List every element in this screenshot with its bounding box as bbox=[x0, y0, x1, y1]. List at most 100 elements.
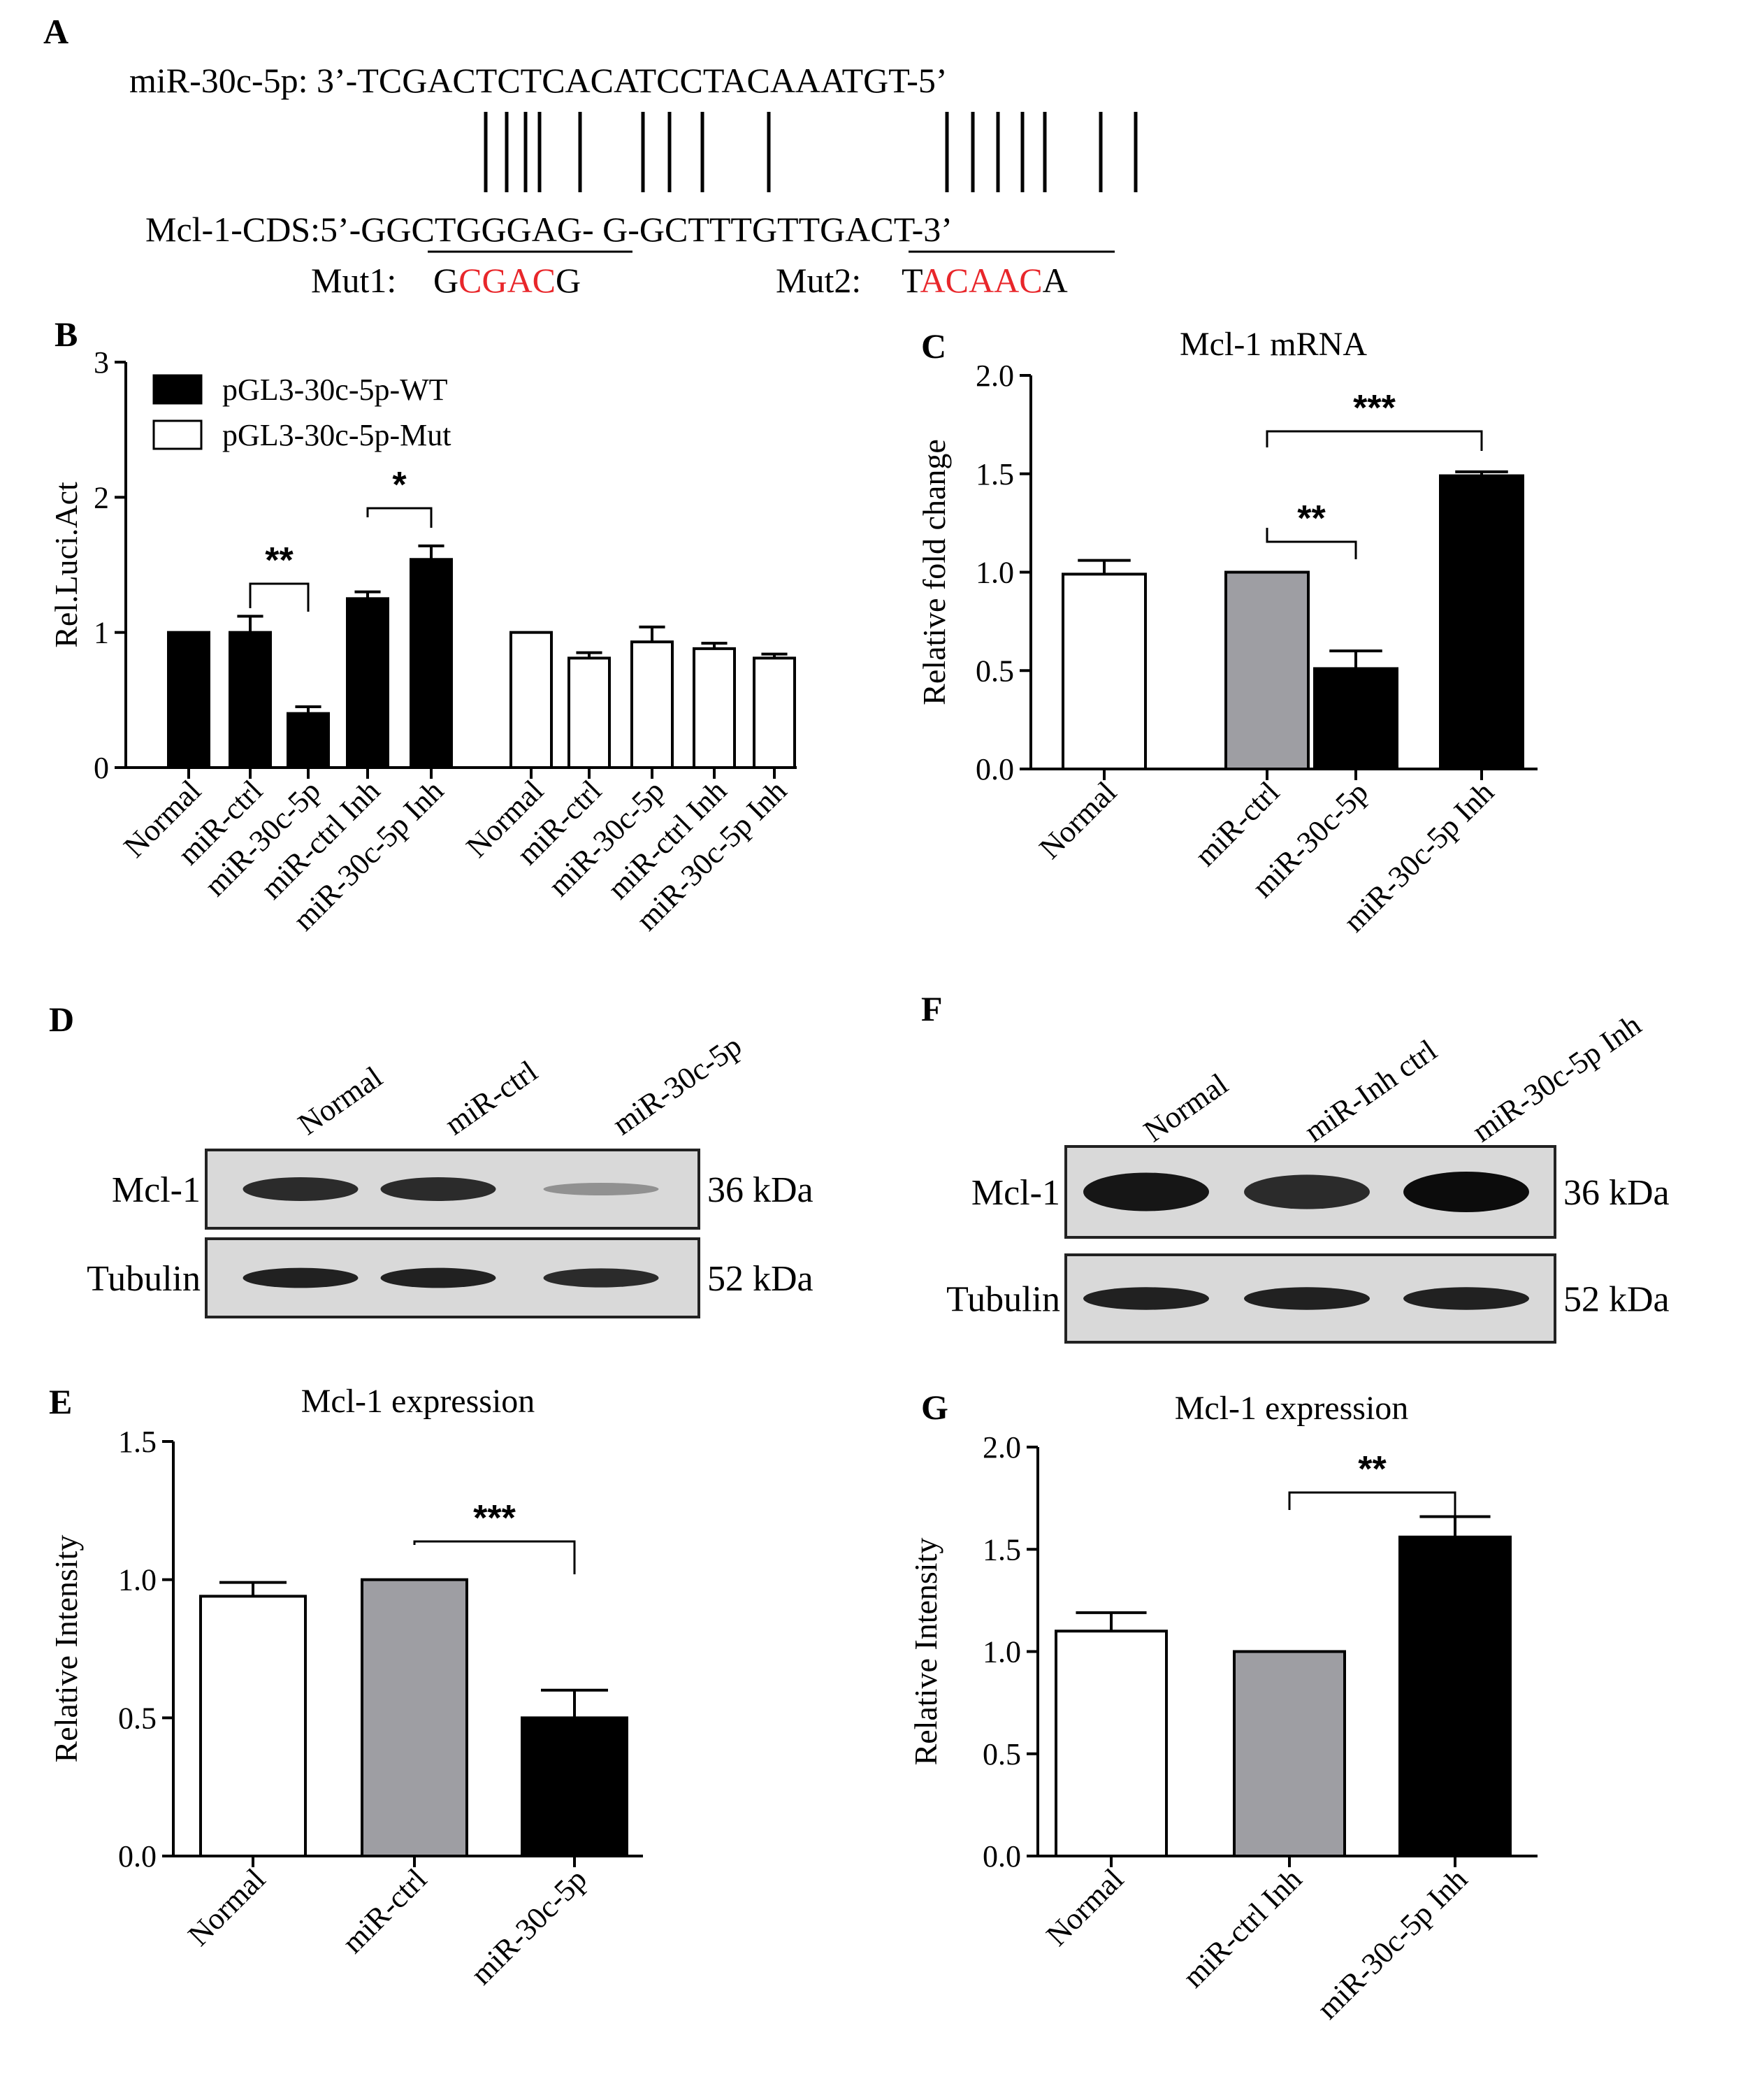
y-tick-label: 1.0 bbox=[983, 1635, 1021, 1669]
lane-label-mir-30c-5p: miR-30c-5p bbox=[607, 1028, 748, 1142]
significance-bracket bbox=[1288, 1491, 1456, 1523]
bar-mir-ctrl bbox=[567, 656, 611, 770]
chart-b: 0123Rel.Luci.ActNormalmiR-ctrlmiR-30c-5p… bbox=[48, 345, 797, 937]
significance-label: ** bbox=[265, 540, 294, 581]
y-tick-label: 0 bbox=[94, 751, 109, 785]
x-tick-label: miR-ctrl Inh bbox=[1176, 1862, 1308, 1994]
bar-normal bbox=[1055, 1630, 1168, 1857]
bar-mir-30c-5p-inh bbox=[1398, 1535, 1512, 1857]
bar-mir-ctrl-inh bbox=[1233, 1650, 1346, 1857]
panel-d-letter: D bbox=[49, 1000, 74, 1039]
y-axis-label: Relative Intensity bbox=[908, 1538, 943, 1766]
mut2-seq-mutated: ACAAC bbox=[920, 261, 1043, 300]
legend: pGL3-30c-5p-WT pGL3-30c-5p-Mut bbox=[152, 373, 451, 452]
target-sequence: Mcl-1-CDS:5’-GGCTGGGAG- G-GCTTTGTTGACT-3… bbox=[145, 210, 953, 249]
band-tubulin-normal bbox=[1083, 1287, 1209, 1310]
y-tick-label: 1.0 bbox=[976, 556, 1014, 590]
chart-e: 0.0 0.5 1.0 1.5 Relative Intensity Mcl-1 expr… bbox=[48, 1383, 643, 1991]
bar-normal bbox=[199, 1595, 307, 1858]
significance-label: * bbox=[392, 465, 407, 505]
y-tick-label: 0.0 bbox=[983, 1839, 1021, 1874]
lane-label-normal: Normal bbox=[292, 1060, 389, 1142]
y-tick-label: 0.0 bbox=[118, 1839, 157, 1874]
chart-title: Mcl-1 mRNA bbox=[1180, 326, 1367, 363]
mut2-sequence: TACAACA bbox=[902, 261, 1068, 300]
bar-mir-ctrl-inh bbox=[346, 597, 389, 769]
band-mcl-1-normal bbox=[243, 1177, 359, 1201]
bar-mir-30c-5p-inh bbox=[753, 656, 796, 770]
panel-c-letter: C bbox=[921, 326, 946, 366]
y-axis-label: Relative fold change bbox=[916, 439, 952, 705]
x-tick-label: Normal bbox=[181, 1862, 272, 1952]
lane-label-normal: Normal bbox=[1138, 1067, 1234, 1149]
band-tubulin-mir-30c-5p bbox=[543, 1268, 659, 1288]
significance-bracket bbox=[249, 582, 310, 612]
y-tick-label: 3 bbox=[94, 345, 109, 380]
panel-b-letter: B bbox=[55, 315, 78, 354]
mut1-sequence: GCGACG bbox=[433, 261, 581, 300]
band-tubulin-normal bbox=[243, 1267, 359, 1288]
legend-label-mut: pGL3-30c-5p-Mut bbox=[222, 418, 451, 452]
y-tick-label: 1.0 bbox=[118, 1563, 157, 1597]
mut1-seq-mutated: CGAC bbox=[458, 261, 556, 300]
row-label-tubulin: Tubulin bbox=[87, 1259, 201, 1299]
legend-label-wt: pGL3-30c-5p-WT bbox=[222, 373, 448, 407]
kda-label-tubulin: 52 kDa bbox=[707, 1259, 813, 1299]
chart-title: Mcl-1 expression bbox=[301, 1383, 535, 1420]
lane-label-mir-30c-5p-inh: miR-30c-5p Inh bbox=[1466, 1007, 1647, 1149]
band-tubulin-mir-ctrl bbox=[380, 1267, 496, 1288]
mut2-seq-end: A bbox=[1043, 261, 1068, 300]
mut2-seq-start: T bbox=[902, 261, 923, 300]
bar-mir-ctrl-inh bbox=[693, 647, 736, 769]
bar-mir-30c-5p bbox=[287, 712, 330, 770]
lane-label-mir-inh-ctrl: miR-Inh ctrl bbox=[1299, 1033, 1443, 1149]
x-tick-label: miR-30c-5p bbox=[464, 1862, 593, 1991]
panel-g-letter: G bbox=[921, 1388, 948, 1427]
significance-bracket bbox=[413, 1540, 576, 1574]
bar-mir-ctrl bbox=[361, 1578, 468, 1858]
y-tick-label: 0.5 bbox=[118, 1701, 157, 1735]
y-tick-label: 0.5 bbox=[976, 654, 1014, 688]
band-mcl-1-normal bbox=[1083, 1172, 1209, 1211]
base-pairing-lines bbox=[484, 112, 1138, 192]
y-tick-label: 2.0 bbox=[976, 359, 1014, 393]
y-tick-label: 0.0 bbox=[976, 752, 1014, 786]
kda-label-mcl-1: 36 kDa bbox=[707, 1170, 813, 1210]
x-tick-label: Normal bbox=[1032, 775, 1123, 865]
row-label-tubulin: Tubulin bbox=[946, 1280, 1060, 1320]
bar-normal bbox=[509, 631, 553, 770]
band-tubulin-mir-inh-ctrl bbox=[1244, 1287, 1370, 1310]
chart-title: Mcl-1 expression bbox=[1175, 1390, 1409, 1427]
western-blot-f: Normal miR-Inh ctrl miR-30c-5p Inh Mcl-1 36 … bbox=[946, 1007, 1670, 1344]
bar-normal bbox=[167, 631, 210, 770]
significance-label: ** bbox=[1358, 1449, 1387, 1490]
bar-mir-30c-5p-inh bbox=[410, 558, 453, 769]
kda-label-tubulin: 52 kDa bbox=[1563, 1280, 1670, 1320]
significance-bracket bbox=[1266, 430, 1483, 451]
row-label-mcl-1: Mcl-1 bbox=[971, 1173, 1060, 1213]
significance-label: ** bbox=[1297, 498, 1326, 539]
mut1-label: Mut1: bbox=[311, 261, 396, 300]
band-tubulin-mir-30c-5p-inh bbox=[1403, 1287, 1529, 1310]
chart-c: 0.0 0.5 1.0 1.5 2.0 Relative fold change Mcl-1… bbox=[916, 326, 1538, 939]
legend-swatch-wt bbox=[152, 374, 203, 405]
significance-label: *** bbox=[473, 1498, 516, 1539]
x-tick-label: Normal bbox=[1039, 1862, 1130, 1952]
legend-swatch-mut bbox=[152, 419, 203, 450]
y-tick-label: 1.5 bbox=[983, 1532, 1021, 1567]
x-tick-label: miR-30c-5p Inh bbox=[1310, 1862, 1474, 2025]
significance-label: *** bbox=[1353, 388, 1396, 429]
western-blot-d: Normal miR-ctrl miR-30c-5p Mcl-1 36 kDa Tubul… bbox=[87, 1028, 813, 1318]
band-mcl-1-mir-30c-5p bbox=[543, 1183, 659, 1195]
band-mcl-1-mir-30c-5p-inh bbox=[1403, 1172, 1529, 1212]
mirna-sequence: miR-30c-5p: 3’-TCGACTCTCACATCCTACAAATGT-… bbox=[129, 61, 948, 100]
y-tick-label: 2.0 bbox=[983, 1430, 1021, 1465]
bar-mir-30c-5p bbox=[1313, 667, 1398, 770]
bar-mir-ctrl bbox=[229, 631, 272, 770]
significance-bracket bbox=[1266, 528, 1357, 559]
significance-bracket bbox=[366, 507, 433, 528]
lane-label-mir-ctrl: miR-ctrl bbox=[439, 1054, 544, 1142]
bar-mir-30c-5p bbox=[521, 1716, 628, 1857]
mut2-label: Mut2: bbox=[776, 261, 861, 300]
